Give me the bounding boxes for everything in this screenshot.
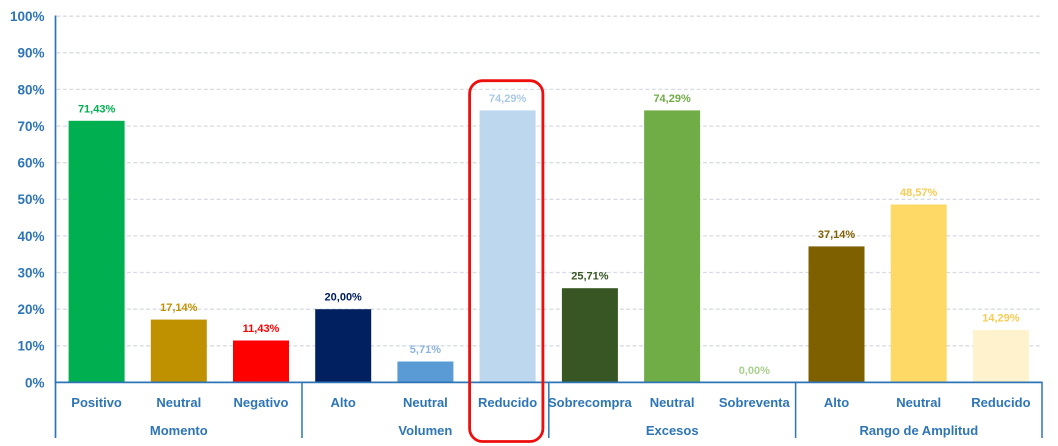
svg-text:17,14%: 17,14% bbox=[160, 302, 198, 314]
svg-text:Negativo: Negativo bbox=[234, 395, 289, 410]
svg-text:20%: 20% bbox=[17, 302, 44, 317]
svg-text:Neutral: Neutral bbox=[403, 395, 448, 410]
svg-text:Sobrecompra: Sobrecompra bbox=[548, 395, 633, 410]
svg-text:48,57%: 48,57% bbox=[900, 187, 938, 199]
svg-text:0%: 0% bbox=[25, 375, 45, 390]
svg-text:Excesos: Excesos bbox=[646, 423, 699, 438]
svg-text:10%: 10% bbox=[17, 339, 44, 354]
svg-text:70%: 70% bbox=[17, 119, 44, 134]
svg-text:Alto: Alto bbox=[331, 395, 356, 410]
svg-text:Neutral: Neutral bbox=[896, 395, 941, 410]
svg-text:100%: 100% bbox=[10, 9, 45, 24]
svg-text:74,29%: 74,29% bbox=[489, 93, 527, 105]
svg-text:74,29%: 74,29% bbox=[653, 93, 691, 105]
svg-text:Positivo: Positivo bbox=[71, 395, 122, 410]
svg-text:Sobreventa: Sobreventa bbox=[719, 395, 791, 410]
svg-text:Volumen: Volumen bbox=[398, 423, 452, 438]
svg-text:Alto: Alto bbox=[824, 395, 849, 410]
svg-text:90%: 90% bbox=[17, 46, 44, 61]
svg-text:Neutral: Neutral bbox=[156, 395, 201, 410]
svg-text:Neutral: Neutral bbox=[650, 395, 695, 410]
svg-text:50%: 50% bbox=[17, 192, 44, 207]
svg-text:37,14%: 37,14% bbox=[818, 229, 856, 241]
svg-text:Reducido: Reducido bbox=[971, 395, 1030, 410]
svg-text:40%: 40% bbox=[17, 229, 44, 244]
svg-text:14,29%: 14,29% bbox=[982, 313, 1020, 325]
svg-text:11,43%: 11,43% bbox=[243, 323, 280, 335]
svg-text:80%: 80% bbox=[17, 82, 44, 97]
svg-text:60%: 60% bbox=[17, 156, 44, 171]
svg-text:5,71%: 5,71% bbox=[410, 344, 441, 356]
svg-text:71,43%: 71,43% bbox=[78, 103, 116, 115]
svg-text:25,71%: 25,71% bbox=[571, 271, 609, 283]
svg-text:Reducido: Reducido bbox=[478, 395, 537, 410]
svg-text:0,00%: 0,00% bbox=[739, 365, 770, 377]
svg-text:Momento: Momento bbox=[150, 423, 208, 438]
svg-text:30%: 30% bbox=[17, 265, 44, 280]
svg-text:20,00%: 20,00% bbox=[325, 292, 363, 304]
svg-text:Rango de Amplitud: Rango de Amplitud bbox=[859, 423, 978, 438]
